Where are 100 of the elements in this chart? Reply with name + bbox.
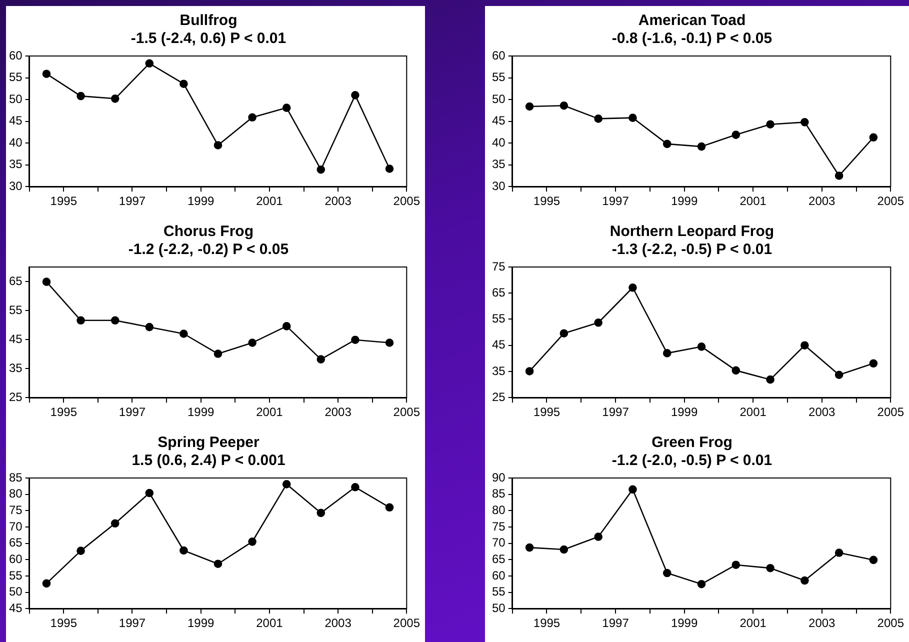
y-tick-label: 35 [8, 157, 23, 172]
chart-title: Green Frog [652, 434, 732, 452]
point [662, 349, 672, 358]
x-tick-label: 1999 [188, 194, 215, 208]
point [732, 130, 740, 139]
point [869, 556, 878, 564]
y-tick-label: 65 [8, 536, 23, 550]
point [766, 375, 774, 384]
point [110, 519, 120, 528]
y-tick-label: 55 [492, 584, 506, 599]
x-tick-label: 1995 [50, 194, 78, 208]
point [560, 101, 568, 110]
x-tick-label: 2001 [256, 616, 284, 630]
chart-title: Northern Leopard Frog [610, 223, 774, 240]
y-tick-label: 85 [492, 486, 506, 501]
y-tick-label: 30 [492, 178, 506, 193]
y-tick-label: 25 [492, 390, 506, 404]
y-tick-label: 75 [8, 502, 23, 517]
x-tick-label: 2003 [808, 405, 836, 420]
x-tick-label: 2005 [877, 616, 904, 630]
x-tick-label: 1997 [602, 194, 630, 208]
x-tick-label: 2001 [740, 405, 767, 420]
x-tick-label: 2001 [256, 405, 284, 420]
y-tick-label: 45 [8, 332, 23, 346]
x-tick-label: 1995 [533, 194, 560, 208]
point [214, 560, 222, 568]
point [628, 485, 637, 494]
x-tick-label: 2003 [808, 616, 836, 630]
y-tick-label: 90 [492, 470, 506, 484]
y-tick-label: 45 [492, 338, 506, 352]
x-tick-label: 1997 [602, 405, 630, 420]
point [385, 503, 394, 512]
point [869, 359, 878, 368]
point [248, 113, 256, 122]
y-tick-label: 30 [8, 178, 23, 193]
x-tick-label: 1999 [670, 194, 698, 208]
y-tick-label: 65 [492, 552, 506, 566]
x-tick-label: 2005 [877, 194, 904, 208]
x-tick-label: 1997 [602, 616, 630, 630]
y-tick-label: 60 [8, 552, 23, 566]
x-tick-label: 1995 [50, 616, 78, 630]
point [800, 576, 809, 585]
point [560, 545, 568, 554]
x-tick-label: 2005 [393, 616, 420, 630]
x-tick-label: 1995 [533, 616, 560, 630]
y-tick-label: 35 [492, 157, 506, 172]
x-tick-label: 2003 [324, 405, 352, 420]
chart-subtitle: -1.5 (-2.4, 0.6) P < 0.01 [130, 30, 286, 48]
x-tick-label: 2005 [393, 194, 420, 208]
point [282, 322, 291, 330]
y-tick-label: 60 [492, 48, 506, 62]
point [594, 318, 602, 327]
point [76, 92, 85, 100]
point [282, 480, 291, 488]
point [662, 140, 672, 148]
point [594, 114, 602, 123]
x-tick-label: 1995 [50, 405, 78, 420]
point [145, 322, 154, 332]
y-tick-label: 85 [8, 470, 23, 484]
chart-title: American Toad [638, 12, 746, 30]
y-tick-label: 55 [492, 70, 506, 84]
point [385, 338, 394, 347]
x-tick-label: 2003 [808, 194, 836, 208]
point [800, 118, 809, 126]
y-tick-label: 50 [492, 92, 506, 106]
x-tick-label: 2003 [324, 194, 352, 208]
point [697, 580, 706, 588]
point [110, 94, 120, 103]
chart-subtitle: -1.2 (-2.2, -0.2) P < 0.05 [128, 241, 289, 258]
y-tick-label: 50 [8, 92, 23, 106]
chart-title: Spring Peeper [158, 434, 260, 452]
point [834, 172, 844, 180]
chart-title: Chorus Frog [164, 223, 254, 240]
chart-subtitle: -1.3 (-2.2, -0.5) P < 0.01 [612, 241, 772, 258]
point [697, 342, 706, 351]
point [180, 330, 188, 338]
point [662, 568, 672, 578]
point [214, 141, 222, 150]
x-tick-label: 2005 [877, 405, 904, 420]
x-tick-label: 2001 [740, 616, 767, 630]
x-tick-label: 1999 [188, 405, 215, 420]
y-tick-label: 35 [8, 360, 23, 375]
y-tick-label: 45 [492, 114, 506, 128]
point [145, 59, 154, 68]
x-tick-label: 2005 [393, 405, 420, 420]
point [248, 538, 256, 546]
y-tick-label: 75 [492, 519, 506, 534]
point [316, 508, 326, 518]
point [525, 102, 534, 111]
point [766, 120, 774, 128]
point [525, 367, 534, 376]
x-tick-label: 1999 [188, 616, 215, 630]
point [697, 142, 706, 151]
point [180, 80, 188, 88]
point [145, 488, 154, 498]
x-tick-label: 1999 [670, 405, 698, 420]
x-tick-label: 2003 [324, 616, 352, 630]
x-tick-label: 1995 [533, 405, 560, 420]
point [214, 350, 222, 358]
point [282, 104, 291, 112]
